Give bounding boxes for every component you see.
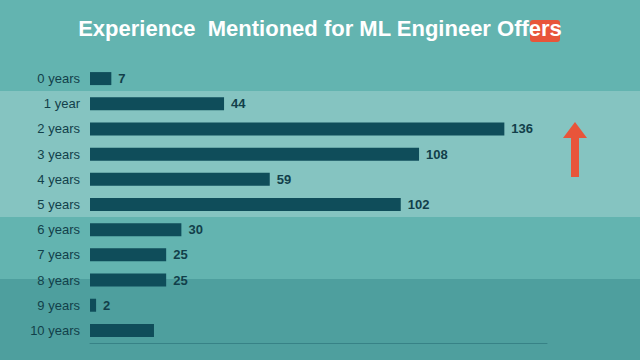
svg-text:0 years: 0 years [37, 71, 80, 86]
svg-text:3 years: 3 years [37, 147, 80, 162]
svg-text:2: 2 [103, 298, 110, 313]
svg-text:136: 136 [511, 121, 533, 136]
svg-text:59: 59 [277, 172, 291, 187]
svg-text:7: 7 [118, 71, 125, 86]
svg-text:7 years: 7 years [37, 247, 80, 262]
svg-text:4 years: 4 years [37, 172, 80, 187]
svg-text:1 year: 1 year [44, 96, 81, 111]
svg-text:108: 108 [426, 147, 448, 162]
svg-text:30: 30 [188, 222, 202, 237]
svg-text:6 years: 6 years [37, 222, 80, 237]
svg-text:Experience Mentioned for ML E: Experience Mentioned for ML Engineer Off… [78, 16, 562, 41]
svg-text:10 years: 10 years [30, 323, 80, 338]
svg-text:44: 44 [231, 96, 246, 111]
svg-text:2 years: 2 years [37, 121, 80, 136]
svg-text:25: 25 [173, 273, 187, 288]
svg-text:8 years: 8 years [37, 273, 80, 288]
svg-text:25: 25 [173, 247, 187, 262]
svg-text:102: 102 [408, 197, 430, 212]
svg-text:9 years: 9 years [37, 298, 80, 313]
svg-text:5 years: 5 years [37, 197, 80, 212]
